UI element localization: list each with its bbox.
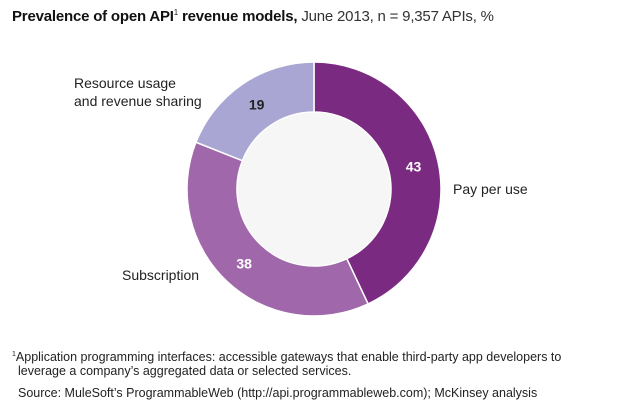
footnote-marker: 1 [12, 351, 16, 358]
label-subscription: Subscription [122, 267, 200, 283]
title-footnote-marker: 1 [173, 8, 179, 17]
title-bold-tail: revenue models, [178, 8, 298, 25]
label-pay-per-use: Pay per use [453, 181, 528, 197]
donut-hole [237, 112, 391, 266]
slice-subscription [186, 141, 370, 317]
footnote-line1: 1Application programming interfaces: acc… [12, 347, 561, 365]
slice-resource-usage [194, 61, 315, 162]
title-bold: Prevalence of open API [12, 8, 174, 25]
value-label-subscription: 38 [236, 255, 252, 271]
slice-pay-per-use [313, 61, 442, 305]
label-resource-line1: Resource usage [74, 75, 176, 91]
label-resource-line2: and revenue sharing [74, 93, 202, 109]
title-details: June 2013, n = 9,357 APIs, % [297, 8, 494, 25]
value-label-resource-usage: 19 [249, 97, 265, 113]
source-note: Source: MuleSoft’s ProgrammableWeb (http… [18, 386, 538, 400]
value-label-pay-per-use: 43 [406, 159, 422, 175]
chart-title: Prevalence of open API1 revenue models, … [12, 8, 494, 25]
footnote-text-1: Application programming interfaces: acce… [15, 350, 562, 365]
footnote-line2: leverage a company’s aggregated data or … [18, 364, 352, 378]
